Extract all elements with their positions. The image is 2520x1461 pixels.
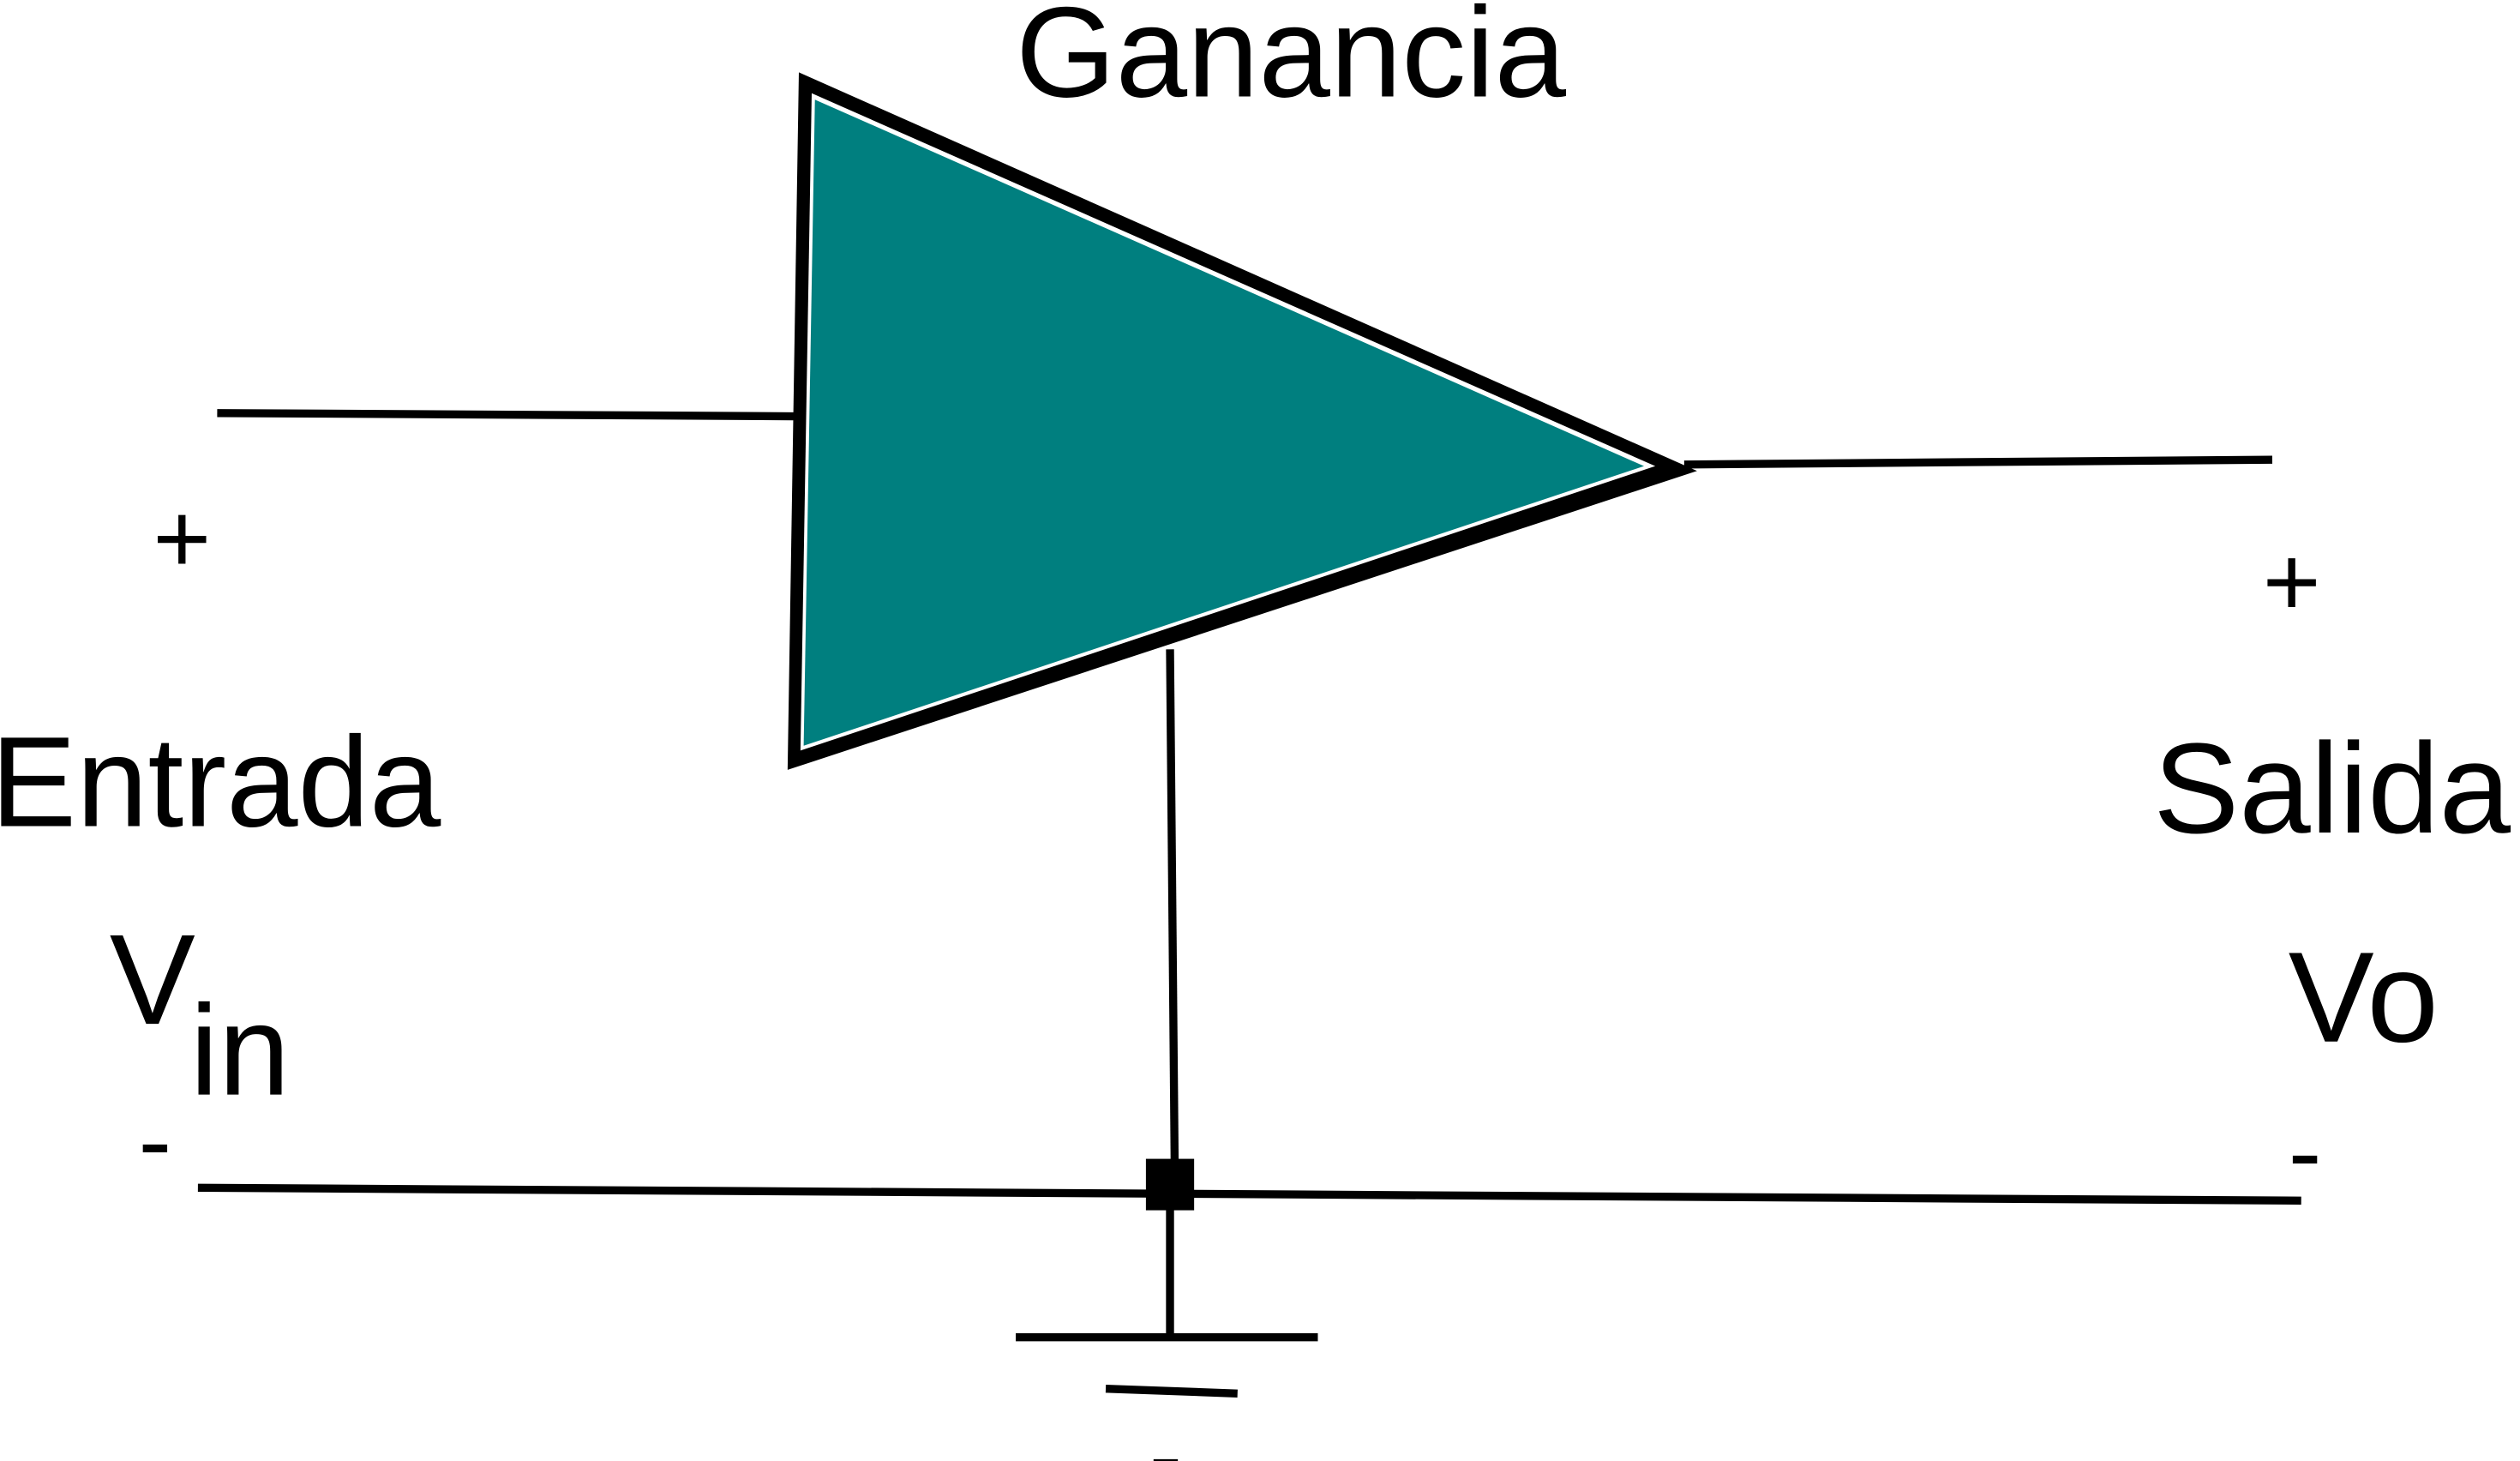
output-minus-label: - <box>2289 1096 2322 1207</box>
input-wire <box>217 409 795 421</box>
input-minus-label: - <box>139 1085 172 1196</box>
ground-minus-label: - <box>1149 1400 1183 1461</box>
output-voltage-symbol: Vo <box>2289 925 2439 1069</box>
output-wire <box>1683 455 2273 469</box>
input-label: Entrada <box>0 710 441 854</box>
reference-wire <box>1166 649 1179 1185</box>
output-label: Salida <box>2153 716 2511 860</box>
amplifier-body <box>803 99 1645 746</box>
common-rail <box>197 1183 2301 1205</box>
amplifier-triangle-icon <box>787 72 1697 770</box>
gain-label: Ganancia <box>1016 0 1567 123</box>
input-plus-label: + <box>153 482 211 593</box>
ground-symbol-icon <box>1016 1208 1318 1398</box>
junction-node-icon <box>1145 1158 1195 1211</box>
input-voltage-subscript: in <box>190 978 291 1122</box>
output-plus-label: + <box>2263 526 2321 637</box>
input-voltage-symbol: V <box>110 907 195 1051</box>
